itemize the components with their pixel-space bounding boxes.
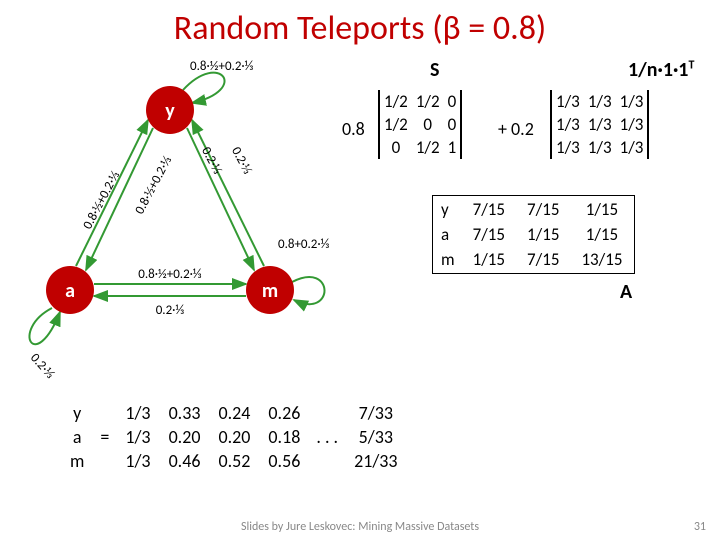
edge-label-ym: 0.2·⅓ <box>228 145 255 177</box>
svg-text:a: a <box>65 279 75 303</box>
nt-label: 1/n·1·1T <box>628 58 694 82</box>
edge-label-aa: 0.2·⅓ <box>27 351 57 380</box>
iteration-vectors: y = 1/3 0.33 0.24 0.26 . . . 7/33 a 1/3 … <box>60 400 408 474</box>
edge-label-yy: 0.8·½+0.2·⅓ <box>190 60 254 74</box>
footer-credit: Slides by Jure Leskovec: Mining Massive … <box>0 520 720 534</box>
svg-text:y: y <box>165 99 175 123</box>
matrix-a-label: A <box>620 280 632 304</box>
node-m: m <box>246 266 294 314</box>
matrix-s: 1/21/20 1/200 01/21 <box>378 90 462 159</box>
slide-title: Random Teleports (β = 0.8) <box>0 8 720 49</box>
node-y: y <box>146 86 194 134</box>
edge-label-mm: 0.8+0.2·⅓ <box>278 237 330 252</box>
svg-text:m: m <box>262 279 278 303</box>
edge-label-ma: 0.2·⅓ <box>156 303 185 318</box>
matrix-s-label: S <box>430 58 439 82</box>
edge-label-am: 0.8·½+0.2·⅓ <box>138 267 202 282</box>
matrix-a: y7/157/151/15 a7/151/151/15 m1/157/1513/… <box>432 195 635 274</box>
plus-02: + 0.2 <box>498 118 534 140</box>
edge-label-ya: 0.8·½+0.2·⅓ <box>80 169 123 232</box>
page-number: 31 <box>694 520 706 534</box>
graph-diagram: y a m 0.8·½+0.2·⅓ 0.8+0.2·⅓ 0.8·½+0.2·⅓ … <box>20 60 340 380</box>
edge-label-ay: 0.8·½+0.2·⅓ <box>132 154 175 217</box>
node-a: a <box>46 266 94 314</box>
matrix-t: 1/31/31/3 1/31/31/3 1/31/31/3 <box>550 90 649 159</box>
coef-08: 0.8 <box>342 118 365 140</box>
